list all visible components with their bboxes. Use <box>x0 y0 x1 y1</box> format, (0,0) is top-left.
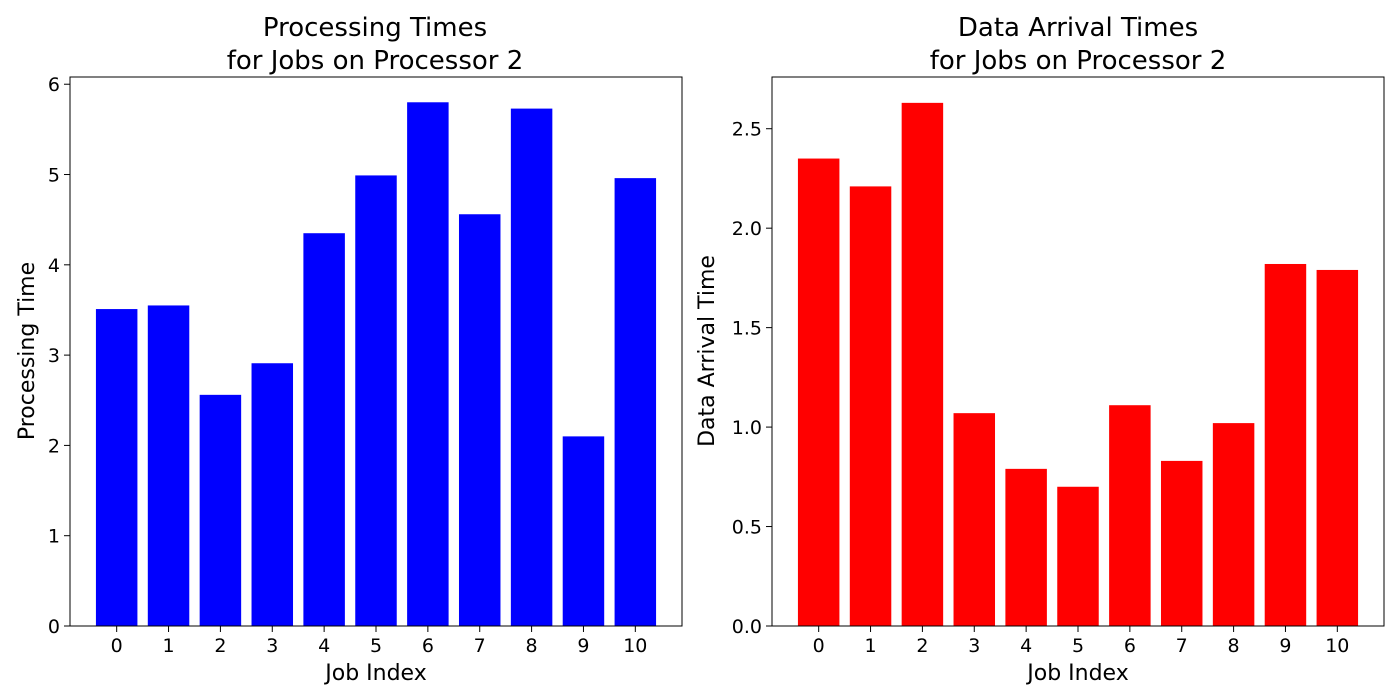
x-tick-label-4: 4 <box>318 635 330 657</box>
x-tick-label-5: 5 <box>1072 635 1084 657</box>
bars <box>797 102 1359 627</box>
bar-6 <box>1109 405 1151 626</box>
bar-2 <box>901 102 944 627</box>
y-tick-label-0.5: 0.5 <box>732 517 762 539</box>
y-tick-label-2: 2 <box>48 435 60 457</box>
y-tick-label-5: 5 <box>48 165 60 187</box>
x-axis-ticks: 0 1 2 3 4 5 6 7 8 9 10 <box>111 626 647 657</box>
x-tick-label-10: 10 <box>623 635 647 657</box>
chart-title-line-1: Data Arrival Times <box>958 13 1198 43</box>
y-tick-label-6: 6 <box>48 74 60 96</box>
data-arrival-times-chart: Data Arrival Times for Jobs on Processor… <box>695 13 1385 686</box>
x-tick-label-4: 4 <box>1020 635 1032 657</box>
x-axis-label: Job Index <box>1025 661 1128 686</box>
y-tick-label-2.0: 2.0 <box>732 218 762 240</box>
x-tick-label-3: 3 <box>266 635 278 657</box>
bar-8 <box>510 108 553 627</box>
bar-8 <box>1212 423 1255 626</box>
x-tick-label-7: 7 <box>1176 635 1188 657</box>
x-tick-label-8: 8 <box>526 635 538 657</box>
bar-7 <box>458 214 501 626</box>
x-tick-label-7: 7 <box>474 635 486 657</box>
bars <box>95 102 657 627</box>
y-tick-label-1.5: 1.5 <box>732 318 762 340</box>
plot-frame <box>69 76 683 627</box>
y-tick-label-1: 1 <box>48 526 60 548</box>
bar-0 <box>797 158 840 627</box>
y-axis-label: Processing Time <box>15 262 40 440</box>
y-axis-ticks: 0.0 0.5 1.0 1.5 2.0 2.5 <box>732 119 772 638</box>
processing-times-chart: Processing Times for Jobs on Processor 2… <box>15 13 683 686</box>
chart-title-line-2: for Jobs on Processor 2 <box>930 46 1227 76</box>
bar-1 <box>849 186 892 626</box>
bar-3 <box>953 413 996 626</box>
bar-2 <box>199 394 242 626</box>
chart-title-line-1: Processing Times <box>263 13 487 43</box>
bar-9 <box>1264 263 1307 626</box>
bar-0 <box>95 309 138 626</box>
y-axis-label: Data Arrival Time <box>695 255 720 447</box>
x-tick-label-2: 2 <box>916 635 928 657</box>
y-axis-ticks: 0 1 2 3 4 5 6 <box>48 74 70 638</box>
bar-9 <box>562 436 605 626</box>
y-tick-label-1.0: 1.0 <box>732 417 762 439</box>
x-tick-label-3: 3 <box>968 635 980 657</box>
x-tick-label-1: 1 <box>162 635 174 657</box>
x-tick-label-9: 9 <box>577 635 589 657</box>
y-tick-label-0: 0 <box>48 616 60 638</box>
bar-7 <box>1160 460 1203 626</box>
bar-1 <box>147 305 190 626</box>
x-tick-label-9: 9 <box>1279 635 1291 657</box>
bar-5 <box>1057 486 1099 626</box>
y-tick-label-4: 4 <box>48 255 60 277</box>
x-axis-label: Job Index <box>323 661 426 686</box>
bar-5 <box>355 175 397 627</box>
x-tick-label-0: 0 <box>813 635 825 657</box>
bar-4 <box>303 233 345 626</box>
bar-10 <box>614 178 657 626</box>
bar-10 <box>1316 269 1359 626</box>
y-tick-label-0.0: 0.0 <box>732 616 762 638</box>
bar-4 <box>1005 468 1047 626</box>
bar-6 <box>407 102 449 626</box>
x-tick-label-6: 6 <box>422 635 434 657</box>
x-tick-label-5: 5 <box>370 635 382 657</box>
x-tick-label-6: 6 <box>1124 635 1136 657</box>
y-tick-label-2.5: 2.5 <box>732 119 762 141</box>
x-axis-ticks: 0 1 2 3 4 5 6 7 8 9 10 <box>813 626 1349 657</box>
x-tick-label-10: 10 <box>1325 635 1349 657</box>
x-tick-label-0: 0 <box>111 635 123 657</box>
bar-3 <box>251 363 294 626</box>
plot-frame <box>771 76 1385 627</box>
chart-title-line-2: for Jobs on Processor 2 <box>227 46 524 76</box>
y-tick-label-3: 3 <box>48 345 60 367</box>
x-tick-label-8: 8 <box>1228 635 1240 657</box>
x-tick-label-2: 2 <box>214 635 226 657</box>
x-tick-label-1: 1 <box>864 635 876 657</box>
